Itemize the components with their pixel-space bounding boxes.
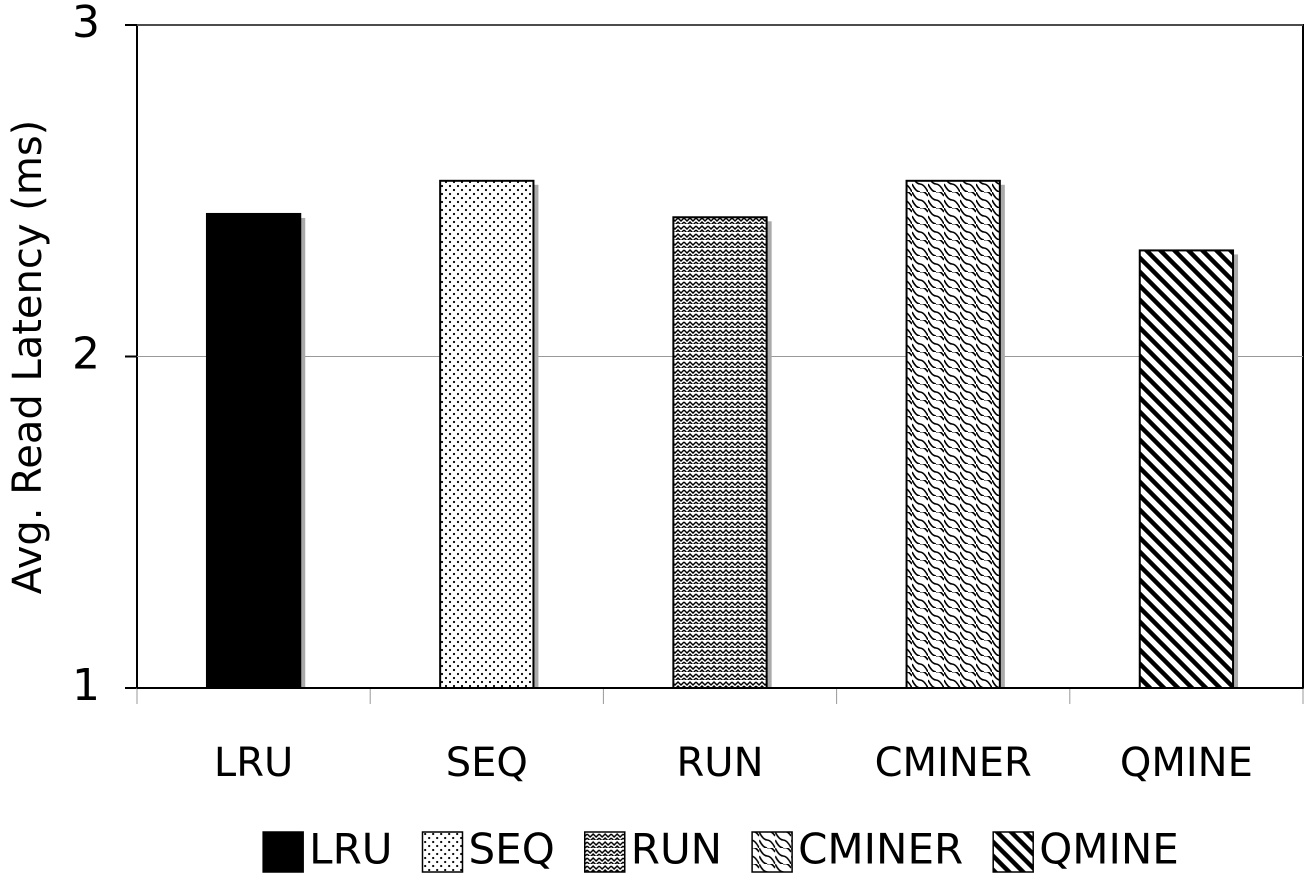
x-tick-label: SEQ [446,740,528,786]
legend-swatch [751,831,793,873]
bar [205,212,302,690]
legend-label: RUN [631,825,722,874]
legend-label: LRU [309,825,392,874]
legend-swatch [992,831,1034,873]
bar [1138,249,1235,689]
x-tick-label: CMINER [875,740,1032,786]
bar [439,179,535,689]
x-tick-label: QMINE [1120,740,1253,786]
x-tick-label: LRU [214,740,293,786]
y-tick-label: 2 [72,329,100,380]
legend-label: QMINE [1039,825,1179,874]
legend-swatch [584,831,626,873]
legend: LRU SEQ RUN CMINER QMINE [262,825,1179,874]
x-tick-label: RUN [677,740,764,786]
legend-swatch [262,831,304,873]
y-axis-title: Avg. Read Latency (ms) [5,120,51,595]
y-tick-label: 3 [72,0,100,48]
y-tick-label: 1 [72,660,100,711]
legend-label: CMINER [798,825,963,874]
legend-swatch [421,831,464,873]
legend-label: SEQ [468,825,554,874]
bar [672,216,768,690]
bar [905,179,1001,689]
